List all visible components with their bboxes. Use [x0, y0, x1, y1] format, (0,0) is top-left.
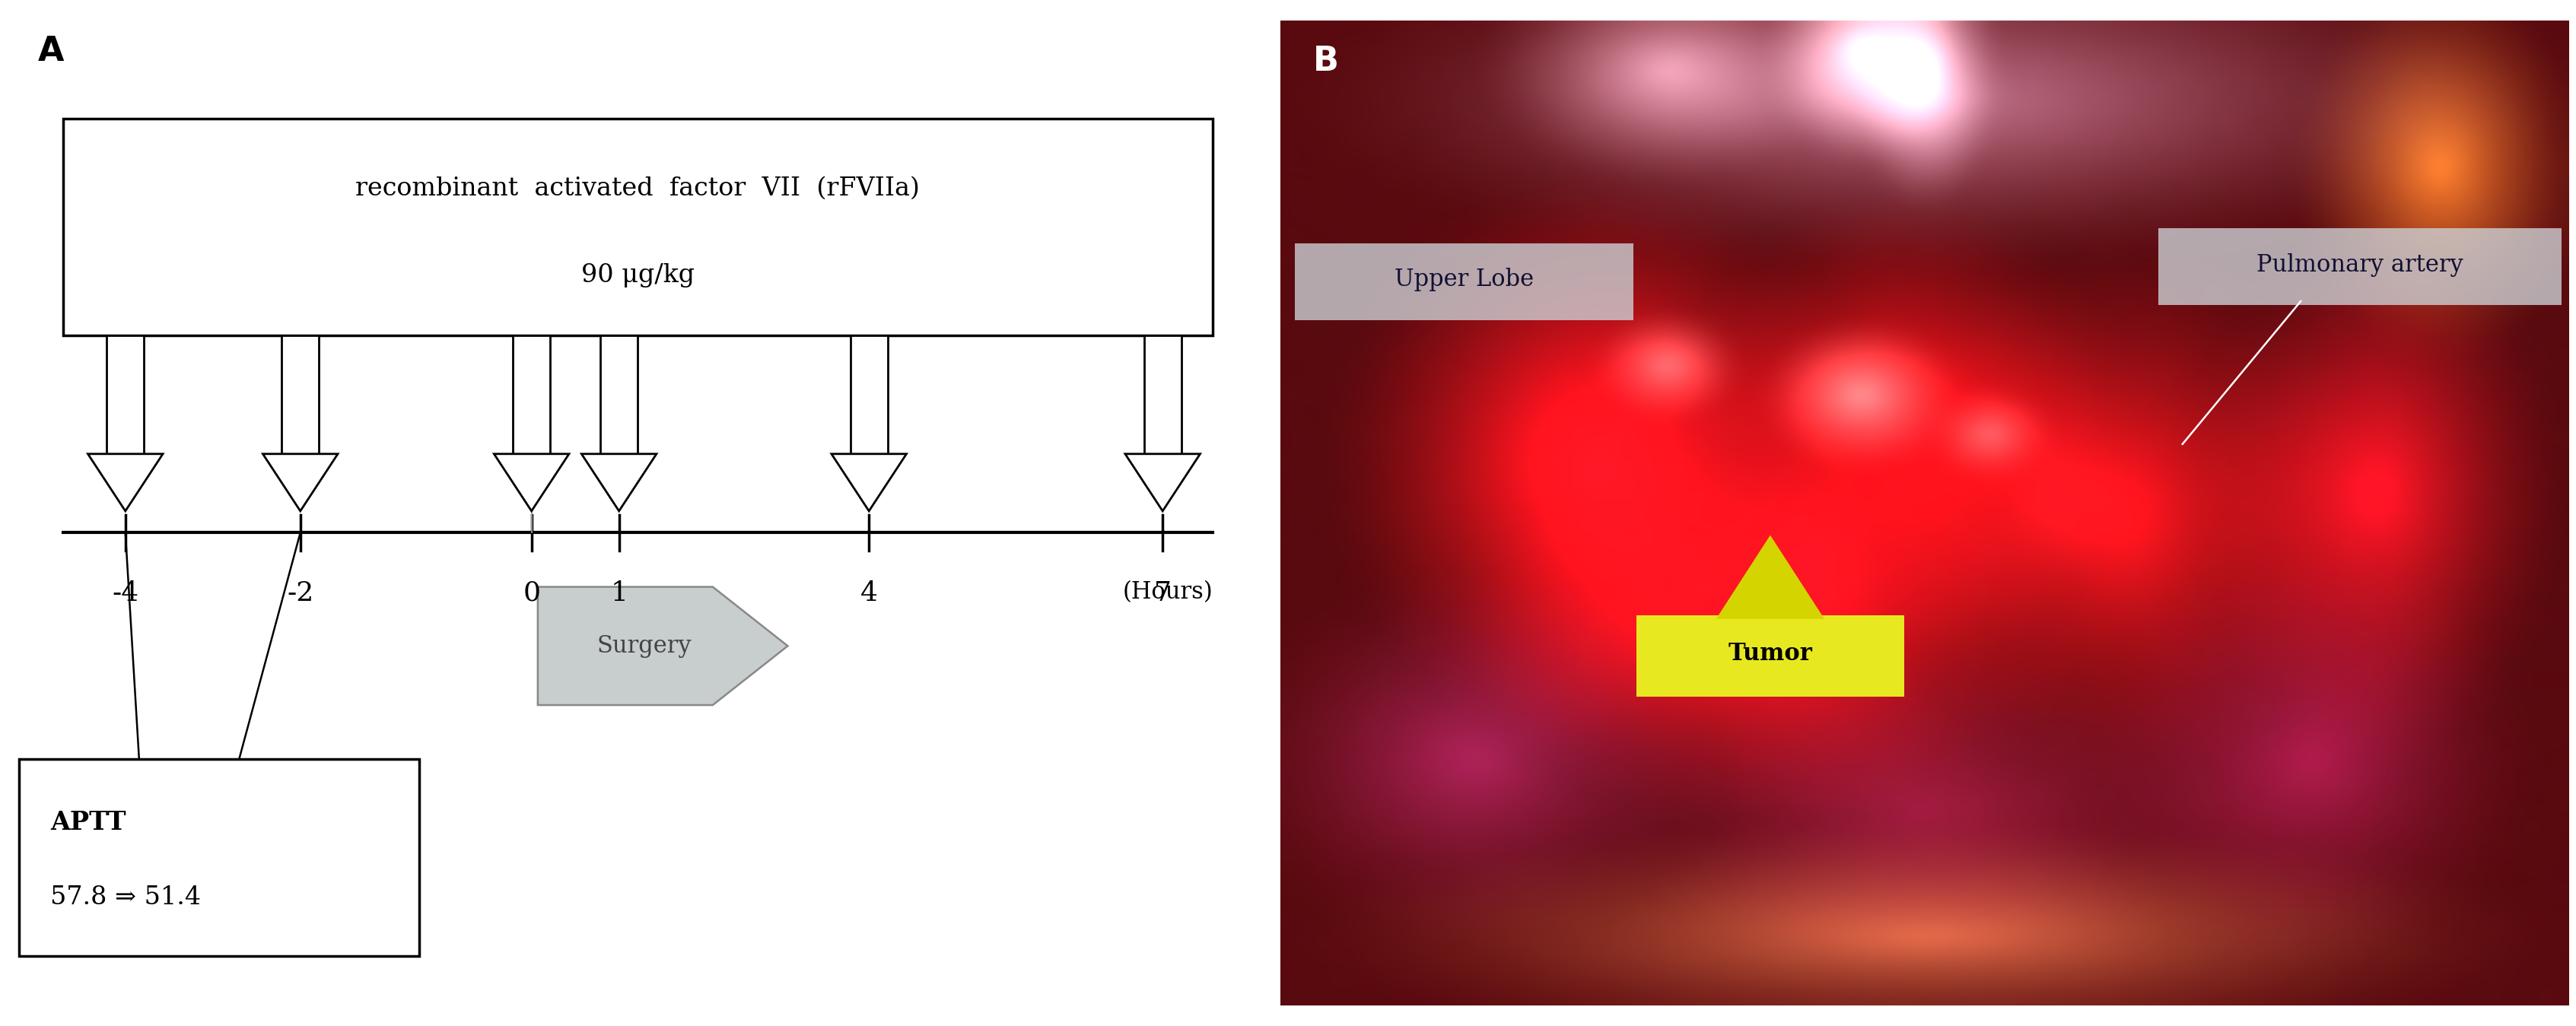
Text: recombinant  activated  factor  VII  (rFVIIa): recombinant activated factor VII (rFVIIa…	[355, 176, 920, 200]
Text: APTT: APTT	[52, 810, 126, 835]
FancyBboxPatch shape	[2156, 229, 2561, 305]
Polygon shape	[495, 453, 569, 511]
Text: Surgery: Surgery	[598, 634, 690, 658]
Polygon shape	[263, 453, 337, 511]
FancyBboxPatch shape	[281, 336, 319, 453]
FancyBboxPatch shape	[1144, 336, 1180, 453]
Polygon shape	[88, 453, 162, 511]
Text: 1: 1	[611, 580, 629, 605]
Text: (Hours): (Hours)	[1123, 580, 1213, 603]
FancyBboxPatch shape	[18, 759, 420, 956]
Text: 0: 0	[523, 580, 541, 605]
Text: 90 μg/kg: 90 μg/kg	[580, 263, 696, 287]
Text: Upper Lobe: Upper Lobe	[1394, 268, 1533, 291]
FancyBboxPatch shape	[1636, 615, 1904, 697]
Text: 4: 4	[860, 580, 878, 605]
FancyBboxPatch shape	[850, 336, 886, 453]
FancyBboxPatch shape	[1296, 243, 1633, 320]
Text: Pulmonary artery: Pulmonary artery	[2257, 253, 2463, 277]
Polygon shape	[582, 453, 657, 511]
FancyBboxPatch shape	[106, 336, 144, 453]
Text: A: A	[39, 35, 64, 68]
Text: 57.8 ⇒ 51.4: 57.8 ⇒ 51.4	[52, 885, 201, 909]
FancyBboxPatch shape	[62, 119, 1213, 336]
FancyBboxPatch shape	[600, 336, 639, 453]
Polygon shape	[538, 587, 788, 705]
Text: Tumor: Tumor	[1728, 642, 1811, 666]
Text: -2: -2	[286, 580, 314, 605]
Text: B: B	[1314, 45, 1340, 78]
Polygon shape	[1126, 453, 1200, 511]
Text: 7: 7	[1154, 580, 1172, 605]
Polygon shape	[1716, 536, 1824, 619]
Text: -4: -4	[111, 580, 139, 605]
Polygon shape	[832, 453, 907, 511]
FancyBboxPatch shape	[513, 336, 551, 453]
